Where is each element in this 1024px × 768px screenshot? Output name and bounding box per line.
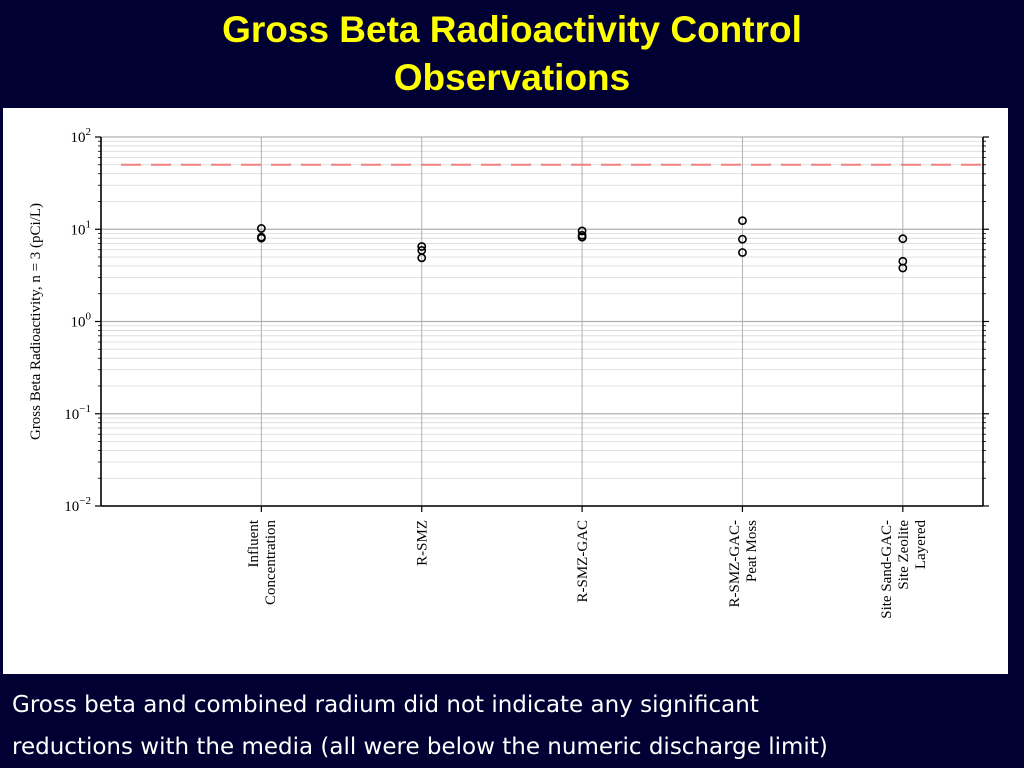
data-point xyxy=(417,242,427,251)
x-tick-label: R-SMZ xyxy=(415,520,431,566)
data-point xyxy=(577,226,587,236)
data-point xyxy=(577,232,587,242)
x-tick-label: Peat Moss xyxy=(744,520,760,582)
x-ticks: Influent Concentration R-SMZ R-SMZ-GAC R-SMZ… xyxy=(246,506,929,619)
y-tick-label: 10−2 xyxy=(64,495,91,515)
x-tick-label: R-SMZ-GAC- xyxy=(727,520,743,608)
slide-title: Gross Beta Radioactivity Control Observa… xyxy=(0,6,1024,102)
caption-line1: Gross beta and combined radium did not i… xyxy=(12,692,759,718)
y-axis-label: Gross Beta Radioactivity, n = 3 (pCi/L) xyxy=(28,203,44,440)
y-ticks: 10−2 10−1 100 101 102 xyxy=(64,126,989,515)
caption-line2: reductions with the media (all were belo… xyxy=(12,734,828,760)
data-points xyxy=(256,216,908,273)
x-tick-label: Influent xyxy=(246,519,262,567)
slide-caption: Gross beta and combined radium did not i… xyxy=(12,684,1012,768)
data-point xyxy=(738,216,747,226)
y-tick-label: 100 xyxy=(71,311,92,331)
data-point xyxy=(898,234,908,244)
slide-title-line1: Gross Beta Radioactivity Control xyxy=(222,9,802,50)
data-point xyxy=(256,233,266,243)
data-point xyxy=(256,224,266,233)
y-tick-label: 102 xyxy=(71,126,92,146)
x-tick-label: Concentration xyxy=(263,520,279,605)
slide-title-line2: Observations xyxy=(393,57,631,98)
x-tick-label: Layered xyxy=(913,520,929,570)
data-point xyxy=(738,248,747,257)
chart-panel: 10−2 10−1 100 101 102 Influent Concentration R… xyxy=(3,108,1008,674)
data-point xyxy=(898,263,908,273)
grid-lines xyxy=(101,136,983,507)
scatter-chart: 10−2 10−1 100 101 102 Influent Concentration R… xyxy=(28,126,989,619)
x-tick-label: Site Sand-GAC- xyxy=(879,520,895,619)
y-tick-label: 101 xyxy=(71,218,92,238)
x-tick-label: R-SMZ-GAC xyxy=(575,520,591,603)
data-point xyxy=(417,253,427,263)
x-tick-label: Site Zeolite xyxy=(896,520,912,590)
y-tick-label: 10−1 xyxy=(64,403,91,423)
data-point xyxy=(738,234,747,244)
